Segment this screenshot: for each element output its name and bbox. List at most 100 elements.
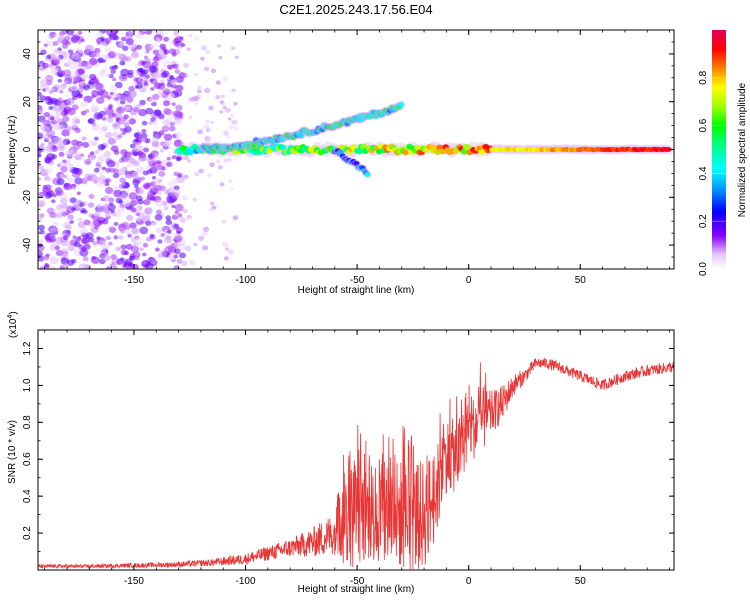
noise-speck: [65, 97, 75, 106]
noise-speck: [120, 167, 126, 172]
noise-speck: [216, 44, 222, 48]
x-tick-label: 0: [466, 576, 472, 587]
noise-speck: [180, 43, 186, 47]
noise-speck: [211, 205, 217, 210]
noise-speck: [44, 235, 50, 240]
noise-speck: [67, 108, 76, 116]
noise-speck: [38, 239, 44, 244]
noise-speck: [67, 214, 74, 220]
noise-speck: [77, 235, 82, 240]
noise-speck: [89, 85, 96, 91]
noise-speck: [134, 184, 139, 189]
noise-speck: [72, 70, 79, 76]
noise-speck: [228, 179, 233, 183]
noise-speck: [222, 130, 230, 136]
noise-speck: [39, 258, 44, 262]
noise-speck: [135, 195, 143, 202]
snr-y-scale-exponent: 4: [7, 315, 14, 319]
noise-speck: [170, 121, 176, 127]
noise-speck: [145, 220, 152, 226]
noise-speck: [62, 159, 67, 163]
noise-speck: [38, 153, 42, 158]
noise-speck: [193, 72, 198, 77]
noise-speck: [72, 152, 82, 160]
noise-speck: [43, 112, 51, 118]
noise-speck: [94, 47, 101, 54]
noise-speck: [80, 110, 87, 116]
colorbar-tick-label: 0.8: [698, 70, 709, 84]
noise-speck: [123, 128, 128, 133]
noise-speck: [119, 94, 128, 102]
noise-speck: [44, 263, 49, 267]
noise-speck: [159, 149, 164, 153]
noise-speck: [143, 82, 149, 87]
noise-speck: [83, 219, 91, 226]
noise-speck: [221, 241, 229, 247]
noise-speck: [79, 81, 84, 85]
noise-speck: [227, 157, 233, 162]
noise-speck: [127, 90, 137, 98]
noise-speck: [165, 219, 173, 226]
spectrogram-panel: -150 -100 -50 0 50 -40 -20 0 20 40 Height of str…: [7, 29, 675, 296]
noise-speck: [68, 62, 77, 70]
noise-speck: [107, 137, 117, 145]
noise-speck: [64, 35, 71, 42]
noise-speck: [174, 110, 184, 119]
noise-speck: [160, 233, 165, 237]
noise-speck: [71, 116, 81, 124]
noise-speck: [110, 254, 117, 260]
noise-speck: [69, 84, 79, 92]
noise-speck: [38, 177, 42, 181]
noise-speck: [187, 159, 192, 163]
noise-speck: [139, 247, 144, 251]
noise-speck: [64, 92, 71, 97]
noise-speck: [81, 136, 87, 141]
noise-speck: [53, 33, 59, 37]
noise-speck: [56, 204, 63, 211]
noise-speck: [134, 237, 143, 245]
noise-speck: [230, 187, 235, 191]
noise-speck: [134, 144, 144, 153]
noise-speck: [49, 265, 56, 269]
noise-speck: [141, 129, 147, 134]
snr-y-scale: (x104): [7, 311, 19, 338]
noise-speck: [171, 204, 176, 209]
noise-speck: [150, 78, 158, 85]
noise-speck: [94, 82, 104, 91]
noise-speck: [231, 119, 238, 125]
noise-speck: [163, 206, 169, 211]
noise-speck: [63, 182, 72, 191]
noise-speck: [205, 129, 210, 133]
noise-speck: [170, 61, 176, 65]
noise-speck: [46, 129, 56, 138]
noise-speck: [202, 245, 209, 251]
noise-speck: [81, 237, 90, 245]
noise-speck: [45, 167, 53, 174]
noise-speck: [154, 214, 163, 221]
noise-speck: [118, 158, 125, 163]
noise-speck: [123, 114, 129, 119]
noise-speck: [125, 243, 133, 250]
noise-speck: [175, 132, 182, 138]
noise-speck: [115, 41, 120, 45]
noise-speck: [115, 117, 121, 122]
noise-speck: [99, 90, 109, 99]
noise-speck: [163, 236, 173, 244]
noise-speck: [198, 235, 205, 241]
noise-speck: [145, 49, 150, 54]
noise-speck: [142, 242, 148, 248]
noise-speck: [115, 112, 123, 119]
noise-speck: [152, 178, 157, 183]
noise-speck: [130, 245, 140, 253]
noise-speck: [119, 193, 128, 200]
noise-speck: [56, 36, 66, 44]
noise-speck: [149, 42, 158, 50]
noise-speck: [223, 256, 229, 261]
svg-text:(x104): (x104): [7, 311, 19, 338]
noise-speck: [175, 118, 183, 125]
colorbar-tick-label: 0.0: [698, 262, 709, 276]
noise-speck: [77, 30, 83, 35]
noise-speck: [40, 124, 47, 130]
noise-speck: [130, 263, 139, 269]
y-tick-label: 20: [22, 96, 33, 108]
